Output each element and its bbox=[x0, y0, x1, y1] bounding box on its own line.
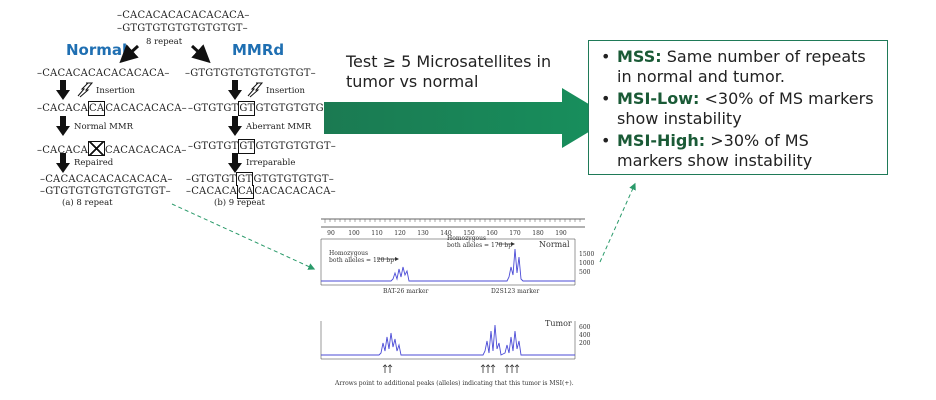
tick-label: 130 bbox=[417, 230, 429, 237]
mmrd-final-seq-1: –GTGTGTGTGTGTGTGTGT– bbox=[186, 172, 334, 186]
mmrd-final2-right: CACACACACA– bbox=[254, 186, 336, 197]
diagonal-arrows bbox=[119, 44, 211, 64]
normal-x-right: CACACACACA– bbox=[105, 145, 187, 156]
mmrd-mut2-box: GT bbox=[238, 139, 256, 154]
normal-crossed-seq: –CACACA CACACACACA– bbox=[37, 141, 187, 156]
top-repeat-label: 8 repeat bbox=[146, 37, 183, 47]
normal-x-left: –CACACA bbox=[37, 145, 89, 156]
tick-label: 150 bbox=[463, 230, 475, 237]
homozygous-label-2: Homozygous bbox=[447, 235, 486, 242]
criteria-desc: >30% of MS markers show instability bbox=[617, 131, 813, 170]
normal-seq: –CACACACACACACACA– bbox=[37, 68, 170, 79]
homozygous-detail-2: both alleles = 170 bp bbox=[447, 242, 512, 249]
tick-label: 140 bbox=[440, 230, 452, 237]
normal-mmr-label: Normal MMR bbox=[74, 122, 133, 132]
criteria-list: MSS: Same number of repeats in normal an… bbox=[597, 47, 875, 171]
lightning-icon bbox=[247, 82, 264, 98]
tumor-scale-label: 600 bbox=[579, 324, 591, 331]
mmrd-final1-box: GT bbox=[236, 172, 254, 186]
normal-final-seq-1: –CACACACACACACACA– bbox=[40, 174, 173, 185]
mmrd-final1-left: –GTGTGT bbox=[186, 174, 237, 185]
tumor-panel-label: Tumor bbox=[545, 319, 572, 328]
normal-final-caption: (a) 8 repeat bbox=[62, 198, 113, 208]
criteria-msi-low: MSI-Low: <30% of MS markers show instabi… bbox=[601, 89, 875, 129]
mmrd-mut-right: GTGTGTGTGT– bbox=[255, 103, 336, 114]
marker-label-1: BAT-26 marker bbox=[383, 288, 429, 295]
tick-label: 90 bbox=[327, 230, 335, 237]
normal-scale-label: 1000 bbox=[579, 260, 594, 267]
tumor-scale-label: 400 bbox=[579, 332, 591, 339]
mmrd-final-caption: (b) 9 repeat bbox=[214, 198, 265, 208]
bp-ruler: 90 100 110 120 130 140 150 160 170 180 1… bbox=[321, 218, 585, 237]
down-arrow-icon bbox=[228, 153, 242, 173]
criteria-term: MSI-Low: bbox=[617, 89, 700, 108]
mmrd-seq: –GTGTGTGTGTGTGTGT– bbox=[185, 68, 316, 79]
normal-repaired-label: Repaired bbox=[74, 158, 114, 168]
normal-title: Normal bbox=[66, 41, 128, 59]
mmrd-mut2-right: GTGTGTGTGT– bbox=[255, 141, 336, 152]
criteria-term: MSI-High: bbox=[617, 131, 706, 150]
down-arrow-icon bbox=[56, 116, 70, 136]
normal-mutated-seq: –CACACACACACACACACA– bbox=[37, 101, 187, 116]
electropherogram-footnote: Arrows point to additional peaks (allele… bbox=[334, 380, 574, 387]
normal-scale-label: 500 bbox=[579, 269, 591, 276]
tick-label: 170 bbox=[509, 230, 521, 237]
tick-label: 100 bbox=[348, 230, 360, 237]
tick-label: 180 bbox=[532, 230, 544, 237]
mmrd-final2-left: –CACACA bbox=[186, 186, 238, 197]
criteria-mss: MSS: Same number of repeats in normal an… bbox=[601, 47, 875, 87]
mmrd-mut-left: –GTGTGT bbox=[188, 103, 239, 114]
down-arrow-icon bbox=[228, 80, 242, 100]
mmrd-final-seq-2: –CACACACACACACACACA– bbox=[186, 185, 336, 199]
normal-mut-box: CA bbox=[88, 101, 106, 116]
tumor-trace-panel: Tumor 600 400 200 Arrows point to additi… bbox=[320, 319, 591, 387]
mmrd-final1-right: GTGTGTGTGT– bbox=[253, 174, 334, 185]
tick-label: 120 bbox=[394, 230, 406, 237]
down-arrow-icon bbox=[228, 116, 242, 136]
tick-label: 190 bbox=[555, 230, 567, 237]
top-seq-1: –CACACACACACACACA– bbox=[117, 10, 250, 21]
normal-final-seq-2: –GTGTGTGTGTGTGTGT– bbox=[40, 186, 171, 197]
msi-criteria-box: MSS: Same number of repeats in normal an… bbox=[588, 40, 888, 175]
tick-label: 160 bbox=[486, 230, 498, 237]
normal-scale-label: 1500 bbox=[579, 251, 594, 258]
big-right-arrow bbox=[324, 88, 612, 148]
tumor-trace bbox=[321, 324, 575, 356]
criteria-term: MSS: bbox=[617, 47, 662, 66]
mmrd-irreparable-label: Irreparable bbox=[246, 158, 296, 168]
mmrd-mutated-seq-2: –GTGTGTGTGTGTGTGTGT– bbox=[188, 139, 336, 154]
normal-trace-panel: Homozygous both alleles = 120 bp Homozyg… bbox=[320, 235, 594, 295]
up-arrow-icons bbox=[382, 364, 520, 373]
homozygous-detail-1: both alleles = 120 bp bbox=[329, 257, 394, 264]
normal-mut-right: CACACACACA– bbox=[105, 103, 187, 114]
tick-label: 110 bbox=[371, 230, 383, 237]
criteria-msi-high: MSI-High: >30% of MS markers show instab… bbox=[601, 131, 875, 171]
mmrd-final2-box: CA bbox=[237, 185, 255, 199]
top-seq-2: –GTGTGTGTGTGTGTGT– bbox=[117, 23, 248, 34]
criteria-desc: <30% of MS markers show instability bbox=[617, 89, 874, 128]
homozygous-label-1: Homozygous bbox=[329, 250, 368, 257]
normal-insertion-label: Insertion bbox=[96, 86, 136, 96]
electropherogram: 90 100 110 120 130 140 150 160 170 180 1… bbox=[320, 218, 594, 387]
mmrd-mutated-seq: –GTGTGTGTGTGTGTGTGT– bbox=[188, 101, 336, 116]
marker-label-2: D2S123 marker bbox=[491, 288, 539, 295]
mmrd-mut2-left: –GTGTGT bbox=[188, 141, 239, 152]
normal-trace bbox=[321, 248, 575, 282]
mmrd-mmr-label: Aberrant MMR bbox=[246, 122, 312, 132]
cross-box-icon bbox=[88, 141, 106, 156]
down-arrow-icon bbox=[56, 153, 70, 173]
normal-mut-left: –CACACA bbox=[37, 103, 89, 114]
down-arrow-icon bbox=[56, 80, 70, 100]
tumor-scale-label: 200 bbox=[579, 340, 591, 347]
arrow-text: Test ≥ 5 Microsatellites in tumor vs nor… bbox=[346, 52, 552, 91]
criteria-desc: Same number of repeats in normal and tum… bbox=[617, 47, 866, 86]
mmrd-mut-box: GT bbox=[238, 101, 256, 116]
mmrd-title: MMRd bbox=[232, 41, 285, 59]
mmrd-insertion-label: Insertion bbox=[266, 86, 306, 96]
normal-panel-label: Normal bbox=[539, 240, 570, 249]
lightning-icon bbox=[77, 82, 94, 98]
